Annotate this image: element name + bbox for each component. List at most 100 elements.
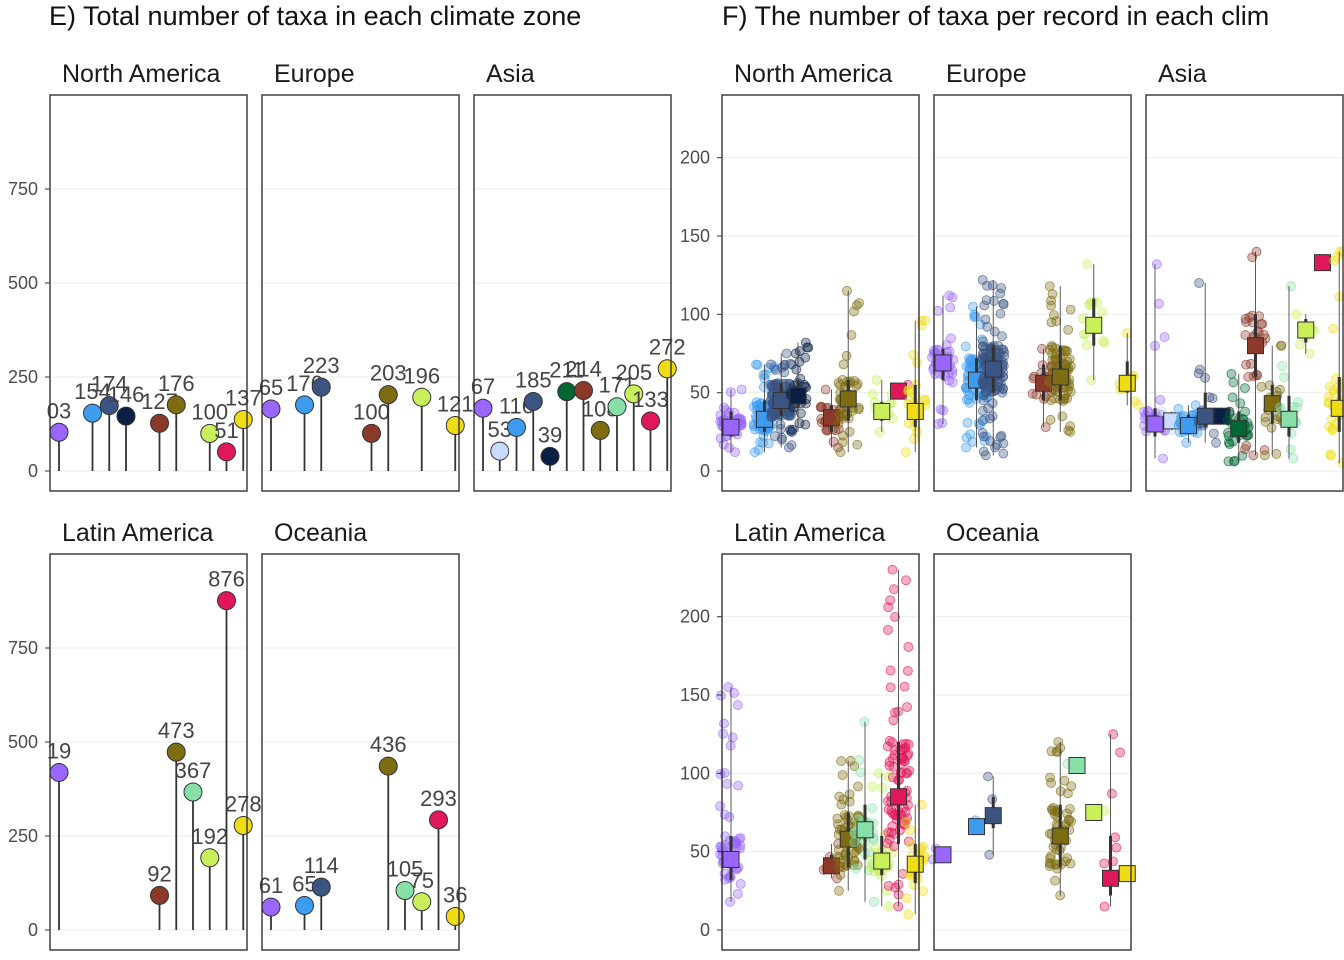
lollipop-dwb: 133 [632, 387, 669, 471]
lollipop-bsh: 185 [515, 367, 552, 471]
record-point [1226, 368, 1237, 379]
y-tick-label: 250 [8, 826, 38, 846]
lollipop-value-label: 03 [47, 398, 71, 423]
mean-marker [1085, 804, 1103, 821]
group-cfb [1240, 246, 1271, 461]
record-point [987, 411, 998, 422]
record-point [1107, 788, 1117, 799]
record-point [1228, 377, 1239, 388]
record-point [1159, 332, 1170, 342]
facet-latin-america: Latin America 0 50 100 150 200 [680, 519, 930, 951]
lollipop-value-label: 19 [47, 738, 71, 763]
record-point [855, 767, 866, 778]
mean-marker [1085, 316, 1103, 334]
facet-latin-america: Latin America 19 92 473 367 192 876 278 0 250 500 7… [8, 519, 262, 951]
lollipop-point [362, 423, 381, 443]
record-point [859, 716, 870, 727]
record-point [796, 408, 806, 419]
lollipop-dfc: 205 [615, 360, 652, 471]
lollipop-value-label: 174 [91, 372, 128, 397]
facet-panel-border [933, 553, 1132, 951]
record-point [871, 375, 882, 386]
record-point [852, 439, 863, 450]
lollipop-dwb: 293 [420, 786, 457, 930]
record-point [901, 893, 912, 903]
record-point [1277, 360, 1288, 371]
record-point [965, 429, 976, 440]
lollipop-point [49, 422, 69, 442]
record-point [982, 321, 993, 332]
record-point [1293, 397, 1303, 408]
record-point [1049, 310, 1059, 321]
facet-panel-border [721, 94, 920, 492]
lollipop-aw: 65 [292, 872, 317, 930]
record-point [722, 779, 732, 789]
record-point [1099, 858, 1110, 869]
lollipop-value-label: 92 [147, 861, 171, 886]
record-point [828, 436, 839, 447]
record-point [1046, 317, 1057, 328]
record-point [1288, 453, 1299, 464]
lollipop-point [261, 897, 281, 917]
record-point [941, 340, 952, 350]
record-point [888, 715, 899, 726]
record-point [1063, 324, 1074, 335]
lollipop-value-label: 272 [649, 335, 686, 360]
mean-marker [1118, 865, 1136, 883]
record-point [1279, 372, 1289, 383]
record-point [883, 624, 893, 635]
mean-marker [1118, 374, 1136, 392]
facet-panel-border [473, 94, 672, 492]
record-point [733, 780, 744, 791]
group-dfc [866, 768, 897, 912]
record-point [1044, 344, 1055, 355]
record-point [1139, 407, 1150, 417]
record-point [1115, 747, 1126, 758]
record-point [874, 426, 885, 437]
lollipop-point [150, 885, 169, 905]
lollipop-point [657, 359, 677, 379]
y-tick-label: 150 [680, 226, 710, 246]
record-point [1050, 343, 1061, 354]
lollipop-value-label: 196 [403, 363, 440, 388]
mean-marker [906, 402, 924, 420]
record-point [1275, 384, 1285, 395]
record-point [1240, 314, 1251, 324]
record-point [854, 755, 865, 765]
record-point [983, 771, 993, 782]
facet-panel-border [261, 94, 460, 492]
record-point [1065, 858, 1076, 869]
record-point [1260, 412, 1271, 423]
record-point [1082, 259, 1092, 270]
group-bsh [977, 274, 1010, 461]
group-am [1156, 406, 1181, 436]
mean-marker [934, 354, 952, 372]
record-point [944, 375, 955, 386]
lollipop-point [445, 906, 465, 926]
record-point [1050, 875, 1060, 886]
y-tick-label: 50 [690, 842, 710, 862]
group-et [1118, 865, 1136, 883]
record-point [900, 743, 911, 753]
mean-marker [906, 855, 924, 873]
lollipop-value-label: 75 [410, 868, 434, 893]
record-point [1227, 392, 1238, 403]
facet-europe: Europe [927, 60, 1143, 492]
lollipop-point [395, 881, 415, 901]
record-point [1240, 444, 1250, 455]
mean-marker [1247, 337, 1264, 355]
group-af [927, 290, 959, 429]
record-point [1099, 901, 1110, 912]
mean-marker [1102, 869, 1119, 887]
facet-strip-label: Asia [486, 60, 535, 88]
record-point [903, 909, 914, 920]
lollipop-dwb: 876 [208, 567, 245, 930]
record-point [1259, 445, 1270, 455]
record-point [1275, 402, 1286, 413]
record-point [947, 292, 958, 303]
group-dfc [867, 375, 898, 437]
record-point [867, 781, 878, 792]
record-point [1097, 307, 1108, 317]
lollipop-point [295, 896, 314, 916]
